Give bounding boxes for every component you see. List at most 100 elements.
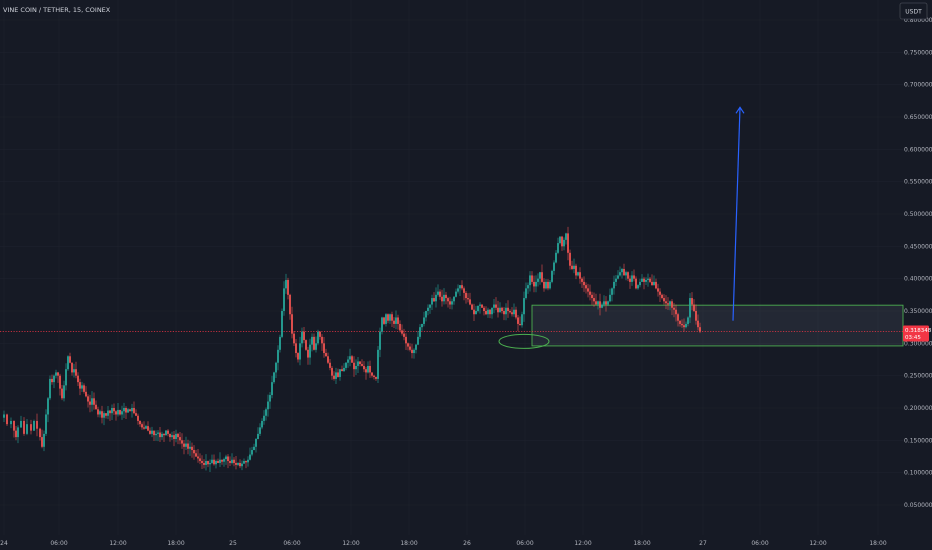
candle-body bbox=[87, 396, 89, 402]
candle-body bbox=[449, 301, 451, 305]
candle-body bbox=[45, 414, 47, 434]
candle-body bbox=[23, 420, 25, 434]
candle-body bbox=[15, 430, 17, 438]
candle-body bbox=[10, 420, 12, 425]
candle-body bbox=[349, 356, 351, 360]
candle-body bbox=[195, 453, 197, 457]
candle-body bbox=[433, 298, 435, 302]
candle-body bbox=[197, 456, 199, 459]
candle-body bbox=[89, 401, 91, 405]
candle-body bbox=[375, 376, 377, 379]
candle-body bbox=[231, 459, 233, 463]
candle-body bbox=[557, 243, 559, 253]
candle-body bbox=[335, 372, 337, 379]
candle-body bbox=[175, 433, 177, 440]
candle-body bbox=[251, 450, 253, 455]
candle-body bbox=[163, 433, 165, 436]
candle-body bbox=[263, 415, 265, 421]
candle-body bbox=[595, 301, 597, 305]
price-tick-label: 0.350000 bbox=[904, 308, 932, 315]
candle-body bbox=[435, 294, 437, 302]
candle-body bbox=[645, 279, 647, 282]
candle-body bbox=[395, 317, 397, 324]
candle-body bbox=[209, 462, 211, 465]
candle-body bbox=[161, 433, 163, 438]
time-tick-label: 18:00 bbox=[167, 540, 184, 547]
time-tick-label: 18:00 bbox=[400, 540, 417, 547]
candle-body bbox=[327, 356, 329, 363]
candle-body bbox=[473, 309, 475, 315]
candle-body bbox=[235, 462, 237, 465]
candle-body bbox=[341, 369, 343, 372]
projection-arrow-line[interactable] bbox=[732, 107, 741, 321]
candle-body bbox=[439, 291, 441, 297]
candle-body bbox=[319, 331, 321, 337]
candle-body bbox=[95, 404, 97, 410]
current-price-countdown: 03:45 bbox=[905, 335, 921, 341]
candle-body bbox=[343, 367, 345, 372]
candle-body bbox=[325, 353, 327, 357]
candle-body bbox=[631, 275, 633, 282]
candle-body bbox=[477, 305, 479, 311]
time-tick-label: 12:00 bbox=[574, 540, 591, 547]
candle-body bbox=[689, 298, 691, 318]
candle-body bbox=[485, 311, 487, 315]
demand-zone[interactable] bbox=[531, 304, 904, 347]
candle-body bbox=[499, 307, 501, 313]
current-price-value: 0.318348 bbox=[905, 328, 932, 334]
candle-body bbox=[167, 430, 169, 434]
candle-body bbox=[363, 365, 365, 370]
candle-body bbox=[529, 275, 531, 286]
currency-badge[interactable]: USDT bbox=[899, 2, 928, 20]
demand-zone-box[interactable] bbox=[531, 304, 904, 347]
candle-body bbox=[347, 359, 349, 363]
candle-body bbox=[191, 446, 193, 451]
candle-body bbox=[569, 252, 571, 266]
time-axis[interactable]: 24 06:00 12:00 18:00 25 06:00 12:00 18:00 26 06:0… bbox=[0, 540, 887, 547]
candle-body bbox=[583, 281, 585, 286]
candle-body bbox=[159, 432, 161, 438]
candle-body bbox=[683, 325, 685, 328]
candle-body bbox=[525, 288, 527, 299]
candle-body bbox=[517, 317, 519, 324]
candle-body bbox=[611, 288, 613, 295]
candle-body bbox=[57, 372, 59, 376]
candle-body bbox=[129, 409, 131, 412]
candle-body bbox=[669, 301, 671, 305]
candle-body bbox=[443, 294, 445, 302]
candle-body bbox=[441, 296, 443, 302]
candle-body bbox=[39, 428, 41, 438]
candle-body bbox=[59, 375, 61, 389]
candle-body bbox=[303, 331, 305, 341]
candle-body bbox=[189, 446, 191, 449]
candle-body bbox=[321, 336, 323, 344]
candle-body bbox=[99, 411, 101, 415]
price-axis[interactable]: 0.800000 0.750000 0.700000 0.650000 0.600000… bbox=[904, 17, 932, 509]
candle-body bbox=[77, 375, 79, 383]
candle-body bbox=[551, 270, 553, 282]
candle-body bbox=[239, 462, 241, 467]
candle-body bbox=[277, 349, 279, 363]
support-highlight-ellipse[interactable] bbox=[498, 333, 550, 349]
price-tick-label: 0.250000 bbox=[904, 373, 932, 380]
candle-body bbox=[379, 331, 381, 350]
candle-body bbox=[625, 272, 627, 276]
candle-body bbox=[179, 437, 181, 441]
candle-body bbox=[373, 375, 375, 377]
candle-body bbox=[665, 301, 667, 304]
candle-body bbox=[431, 298, 433, 305]
candle-body bbox=[549, 281, 551, 289]
candle-body bbox=[681, 323, 683, 326]
candle-body bbox=[83, 385, 85, 392]
candle-body bbox=[527, 285, 529, 289]
candle-body bbox=[553, 262, 555, 271]
candle-body bbox=[357, 361, 359, 366]
candle-body bbox=[459, 285, 461, 289]
candle-body bbox=[75, 369, 77, 376]
drawings-group[interactable] bbox=[498, 106, 745, 349]
candle-body bbox=[639, 281, 641, 286]
price-tick-label: 0.300000 bbox=[904, 340, 932, 347]
projection-arrow-head[interactable] bbox=[735, 106, 745, 114]
candle-body bbox=[289, 294, 291, 315]
